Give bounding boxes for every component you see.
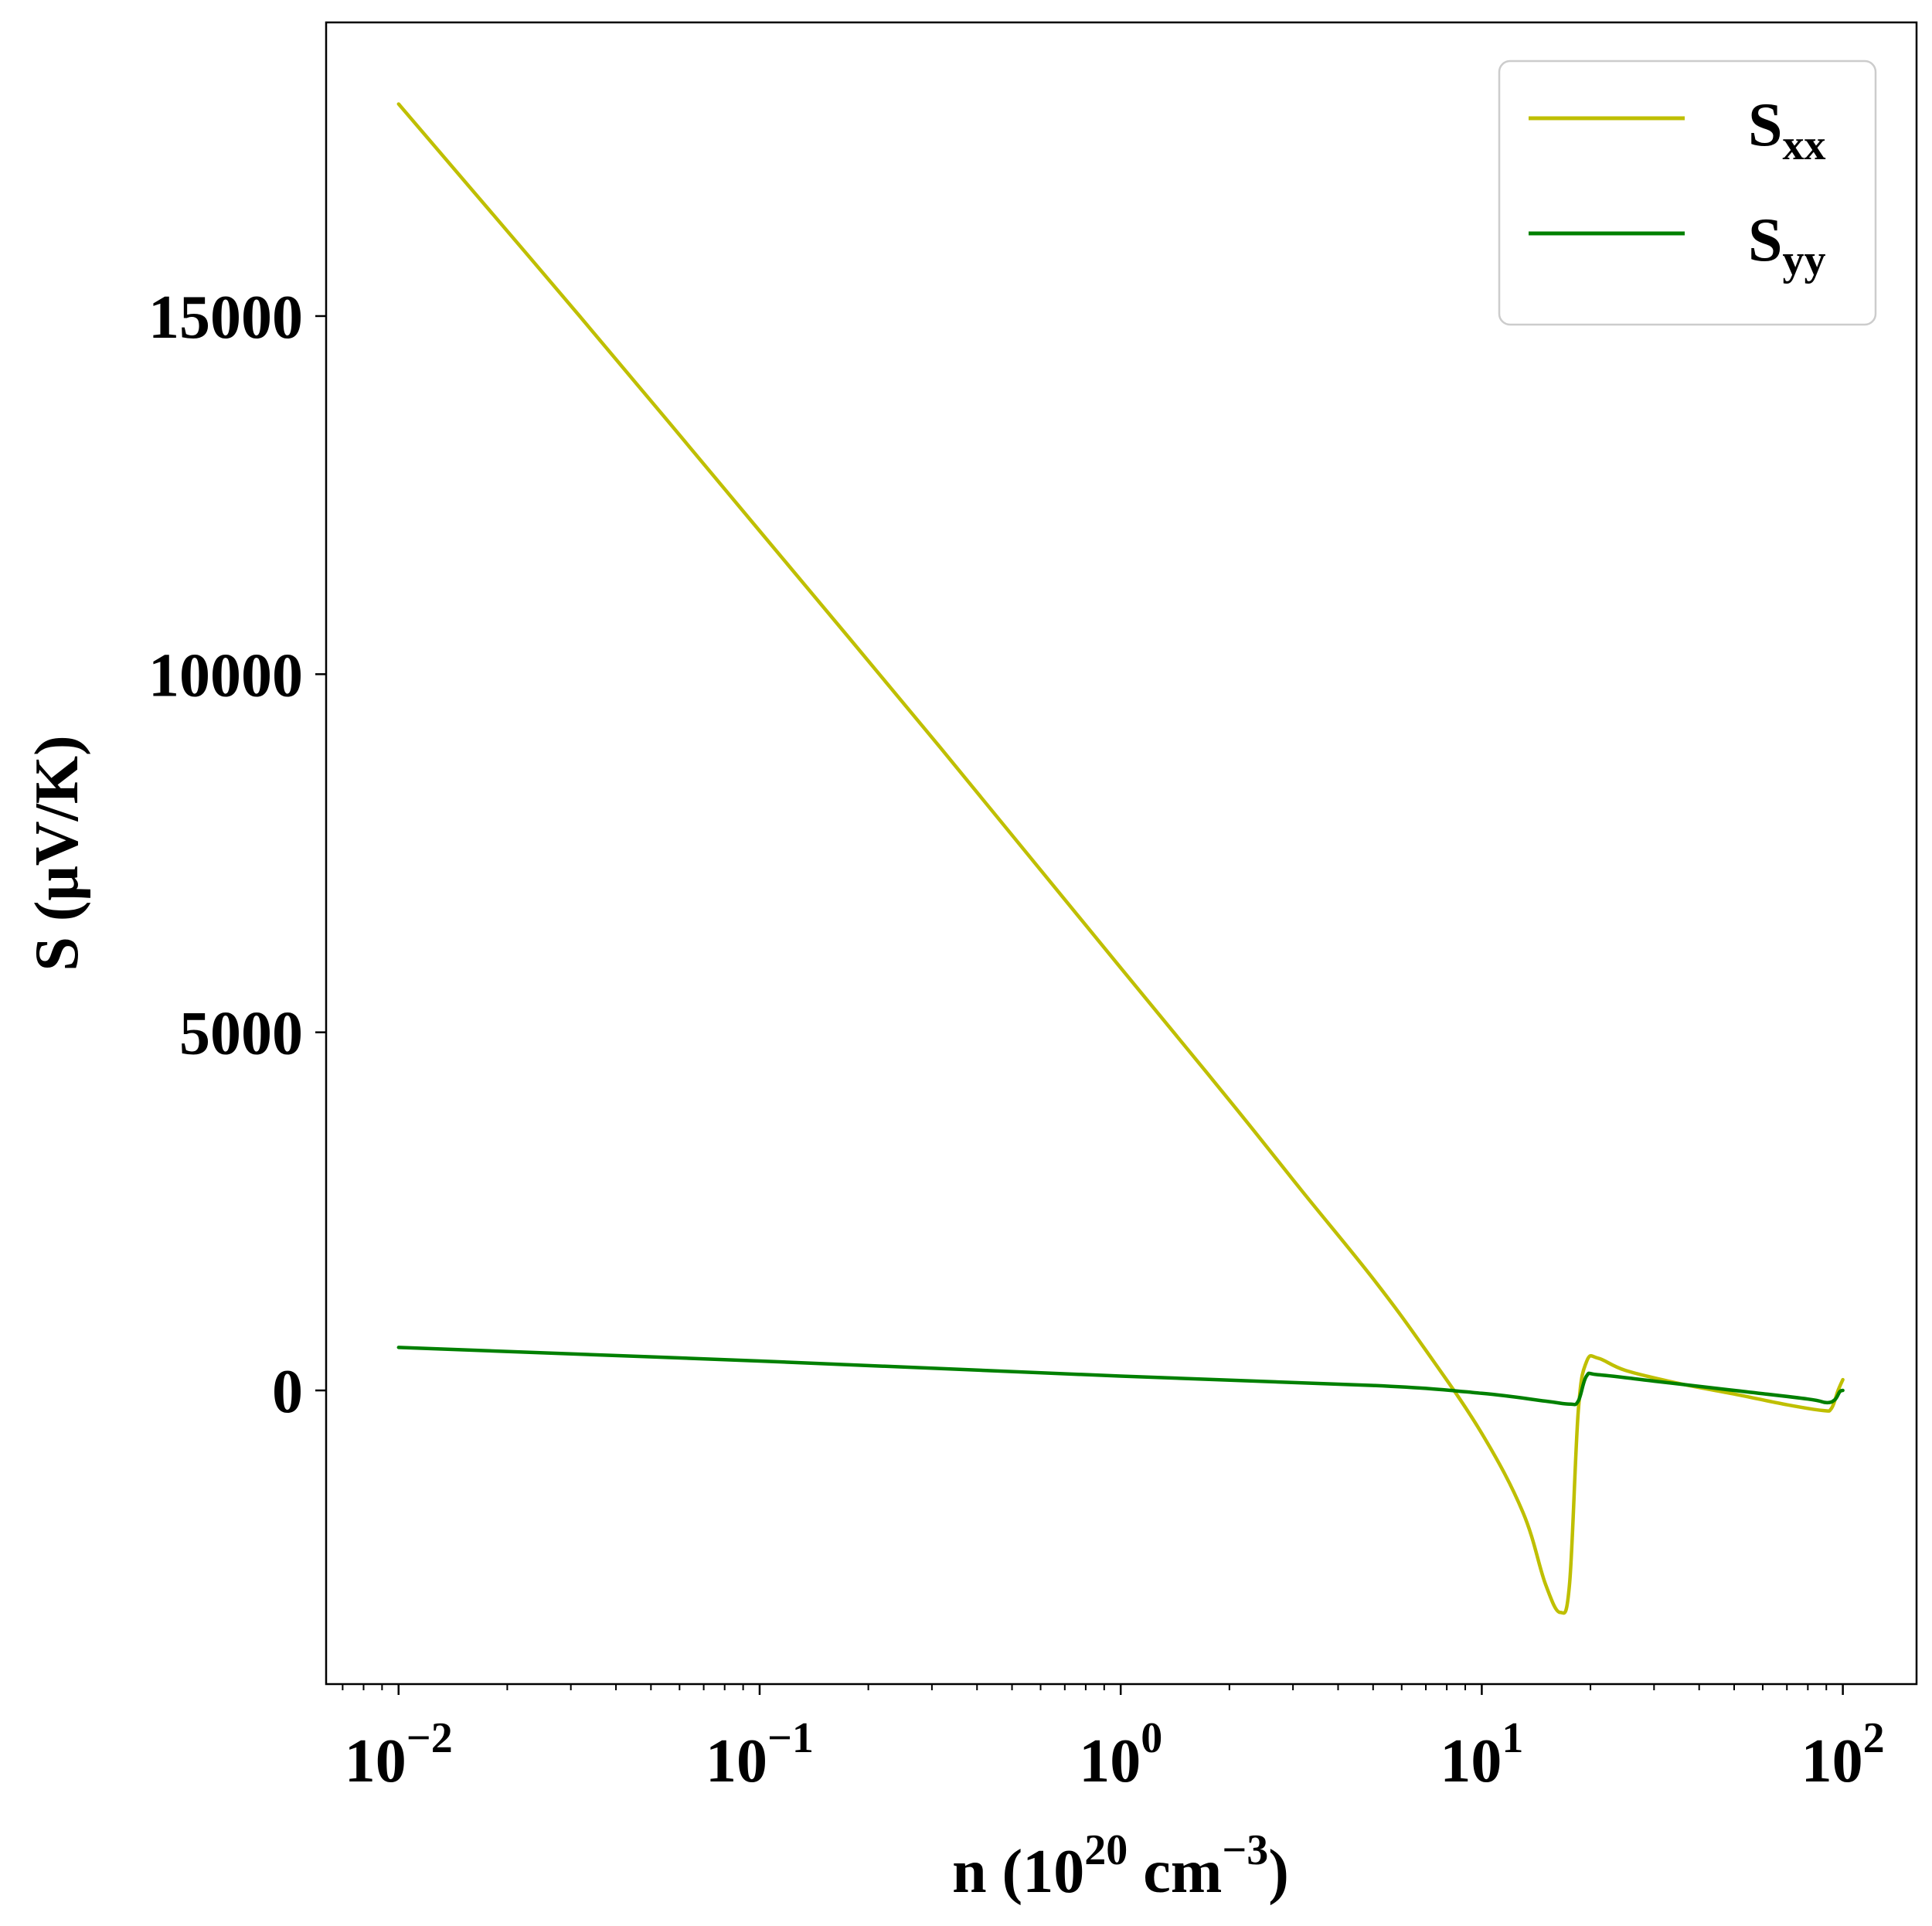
legend-label-sxx-sub: xx — [1783, 121, 1826, 169]
y-tick-label-5000: 5000 — [179, 1000, 303, 1068]
x-tick-label-1: 10−1 — [706, 1714, 814, 1795]
x-axis-label-main: n (10 — [952, 1838, 1084, 1906]
legend: Sxx Syy — [1498, 60, 1877, 326]
legend-label-syy-base: S — [1748, 206, 1783, 274]
plot-frame — [325, 21, 1918, 1686]
y-tick-label-0: 0 — [272, 1358, 303, 1426]
x-axis-label-exponent: 20 — [1084, 1826, 1128, 1874]
x-axis-label-unit: cm — [1128, 1838, 1222, 1906]
legend-label-sxx: Sxx — [1748, 91, 1826, 169]
axis-ticks-layer: 0 5000 10000 15000 10−2 10−1 100 101 102 — [148, 284, 1885, 1795]
x-tick-label-3: 101 — [1440, 1714, 1523, 1795]
x-tick-label-0: 10−2 — [345, 1714, 453, 1795]
x-axis-label-unit-exponent: −3 — [1222, 1826, 1268, 1874]
y-tick-label-10000: 10000 — [148, 641, 303, 709]
plot-series-layer — [396, 102, 1845, 1615]
legend-label-syy-sub: yy — [1783, 236, 1826, 284]
x-axis-label-close: ) — [1268, 1838, 1289, 1906]
legend-label-syy: Syy — [1748, 206, 1826, 284]
y-axis-label: S (μV/K) — [23, 735, 91, 971]
y-tick-label-15000: 15000 — [148, 284, 303, 352]
x-axis-label: n (1020 cm−3) — [952, 1826, 1289, 1906]
series-line-sxx — [396, 102, 1845, 1615]
legend-label-sxx-base: S — [1748, 91, 1783, 159]
series-line-syy — [396, 1346, 1845, 1407]
x-tick-label-2: 100 — [1079, 1714, 1162, 1795]
x-tick-label-4: 102 — [1801, 1714, 1885, 1795]
legend-box — [1498, 60, 1877, 326]
